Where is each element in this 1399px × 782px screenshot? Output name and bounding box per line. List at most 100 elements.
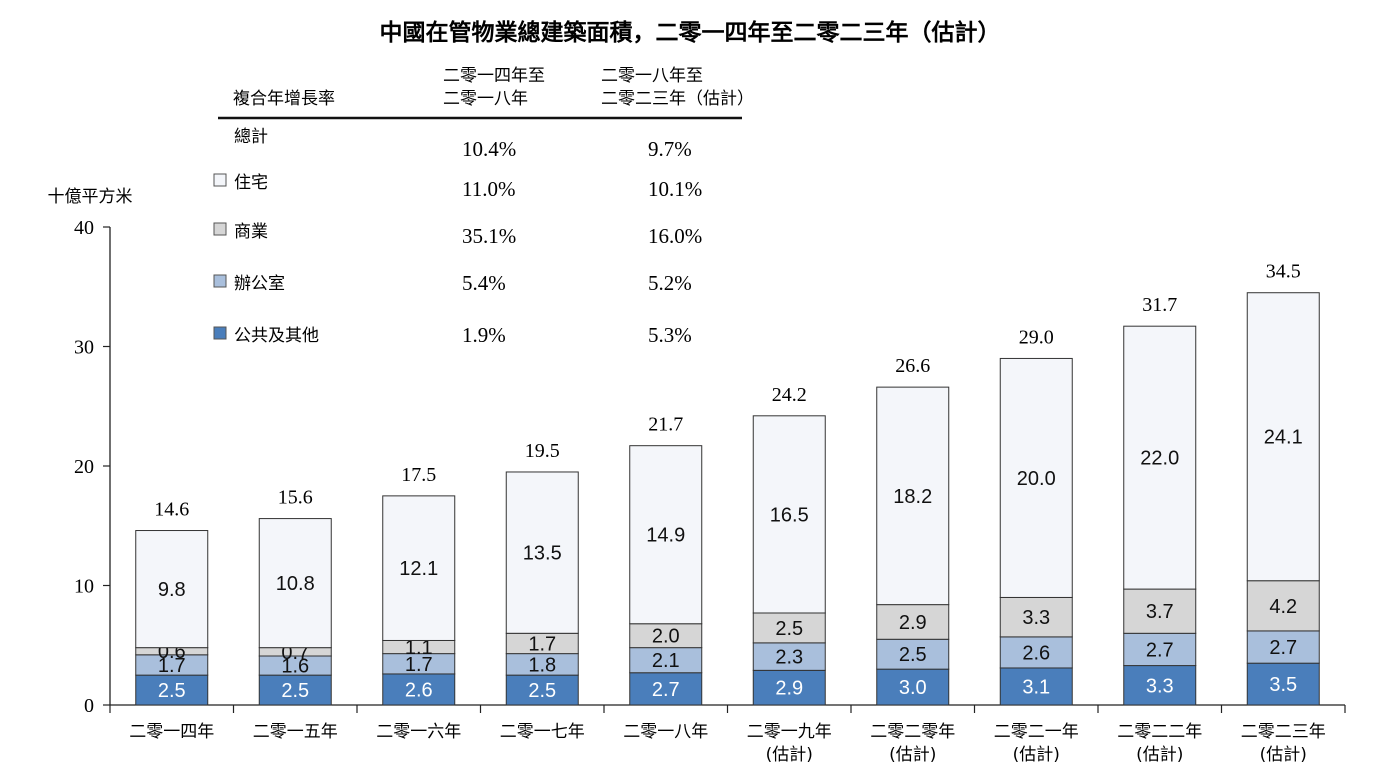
x-tick-label: 二零一五年 bbox=[253, 722, 338, 742]
segment-value-label: 3.7 bbox=[1146, 601, 1174, 623]
y-tick-label: 0 bbox=[84, 695, 94, 717]
bar-segment bbox=[876, 386, 950, 606]
cagr-row-label: 總計 bbox=[234, 127, 268, 147]
bar-segment bbox=[135, 530, 209, 649]
segment-value-label: 2.5 bbox=[528, 680, 556, 702]
chart-title: 中國在管物業總建築面積，二零一四年至二零二三年（估計） bbox=[380, 19, 1001, 46]
axes: 0 10 20 30 40 二零一四年 二零一五年 二零一六年 二零一七年 二零一八年 二零一九年 (… bbox=[74, 217, 1346, 765]
segment-value-label: 2.1 bbox=[652, 650, 680, 672]
cagr-header-label: 複合年增長率 bbox=[233, 89, 335, 109]
bar-segment bbox=[876, 668, 950, 706]
bar-segment bbox=[999, 357, 1073, 598]
segment-value-label: 12.1 bbox=[399, 558, 438, 580]
segment-value-label: 9.8 bbox=[158, 579, 186, 601]
x-tick-label: 二零一六年 bbox=[376, 722, 461, 742]
x-tick-sublabel: (估計) bbox=[1136, 745, 1183, 765]
bar-segment bbox=[505, 674, 579, 706]
segment-value-label: 3.3 bbox=[1022, 607, 1050, 629]
bar-segment bbox=[382, 673, 456, 706]
y-tick-label: 10 bbox=[74, 576, 94, 598]
bar-segment bbox=[258, 518, 332, 649]
cagr-col2-header: 二零一八年至 bbox=[601, 66, 703, 86]
bar-segment bbox=[629, 445, 703, 625]
segment-value-label: 13.5 bbox=[523, 543, 562, 565]
bar-total-label: 34.5 bbox=[1266, 261, 1301, 283]
x-tick-label: 二零二零年 bbox=[870, 722, 955, 742]
y-tick-label: 30 bbox=[74, 337, 94, 359]
cagr-value-2014-2018: 5.4% bbox=[462, 271, 506, 295]
bar-segment bbox=[258, 674, 332, 706]
bar-total-label: 29.0 bbox=[1019, 326, 1054, 348]
y-tick-label: 20 bbox=[74, 456, 94, 478]
bar-total-label: 19.5 bbox=[525, 440, 560, 462]
x-tick-label: 二零一八年 bbox=[623, 722, 708, 742]
legend-swatch bbox=[213, 222, 227, 236]
cagr-value-2014-2018: 35.1% bbox=[462, 224, 516, 248]
segment-value-label: 2.5 bbox=[899, 644, 927, 666]
bar-segment bbox=[1246, 630, 1320, 664]
y-tick-label: 40 bbox=[74, 217, 94, 239]
legend-label: 辦公室 bbox=[234, 274, 285, 294]
bar-segment bbox=[629, 672, 703, 706]
x-tick-sublabel: (估計) bbox=[1013, 745, 1060, 765]
bar-segment bbox=[876, 638, 950, 670]
cagr-col1-header: 二零一八年 bbox=[443, 89, 528, 109]
x-tick-label: 二零一七年 bbox=[500, 722, 585, 742]
legend-label: 住宅 bbox=[234, 173, 268, 193]
legend-label: 商業 bbox=[234, 222, 268, 242]
segment-value-label: 24.1 bbox=[1264, 427, 1303, 449]
bars: 2.51.70.69.814.62.51.60.710.815.62.61.71… bbox=[135, 261, 1320, 706]
segment-value-label: 1.7 bbox=[158, 655, 186, 677]
bar-total-label: 24.2 bbox=[772, 384, 807, 406]
y-axis-label: 十億平方米 bbox=[48, 187, 133, 207]
bar-segment bbox=[752, 642, 826, 671]
bar-segment bbox=[135, 674, 209, 706]
segment-value-label: 2.6 bbox=[1022, 642, 1050, 664]
segment-value-label: 3.1 bbox=[1022, 676, 1050, 698]
cagr-value-2014-2018: 11.0% bbox=[462, 177, 515, 201]
segment-value-label: 18.2 bbox=[893, 486, 932, 508]
cagr-value-2018-2023: 16.0% bbox=[648, 224, 702, 248]
bar-segment bbox=[1246, 580, 1320, 632]
cagr-value-2018-2023: 5.2% bbox=[648, 271, 692, 295]
segment-value-label: 16.5 bbox=[770, 504, 809, 526]
bar-segment bbox=[382, 495, 456, 641]
segment-value-label: 2.5 bbox=[775, 618, 803, 640]
segment-value-label: 2.7 bbox=[1146, 639, 1174, 661]
bar-segment bbox=[752, 669, 826, 706]
segment-value-label: 10.8 bbox=[276, 573, 315, 595]
bar-total-label: 21.7 bbox=[648, 414, 683, 436]
segment-value-label: 14.9 bbox=[646, 525, 685, 547]
bar-total-label: 14.6 bbox=[154, 499, 189, 521]
bar-segment bbox=[629, 647, 703, 674]
segment-value-label: 2.7 bbox=[652, 679, 680, 701]
bar-segment bbox=[1123, 588, 1197, 634]
cagr-value-2014-2018: 10.4% bbox=[462, 137, 516, 161]
bar-total-label: 31.7 bbox=[1142, 294, 1177, 316]
segment-value-label: 2.0 bbox=[652, 626, 680, 648]
bar-segment bbox=[1123, 325, 1197, 590]
cagr-value-2018-2023: 5.3% bbox=[648, 323, 692, 347]
bar-segment bbox=[752, 415, 826, 614]
legend-swatch bbox=[213, 274, 227, 288]
segment-value-label: 2.7 bbox=[1269, 637, 1297, 659]
x-tick-label: 二零一四年 bbox=[129, 722, 214, 742]
cagr-col2-header: 二零二三年（估計） bbox=[601, 89, 754, 109]
cagr-value-2018-2023: 10.1% bbox=[648, 177, 702, 201]
segment-value-label: 1.7 bbox=[528, 633, 556, 655]
x-tick-sublabel: (估計) bbox=[889, 745, 936, 765]
x-tick-label: 二零二一年 bbox=[994, 722, 1079, 742]
cagr-value-2014-2018: 1.9% bbox=[462, 323, 506, 347]
segment-value-label: 1.6 bbox=[281, 656, 309, 678]
x-tick-sublabel: (估計) bbox=[1260, 745, 1307, 765]
cagr-value-2018-2023: 9.7% bbox=[648, 137, 692, 161]
segment-value-label: 1.7 bbox=[405, 654, 433, 676]
cagr-col1-header: 二零一四年至 bbox=[443, 66, 545, 86]
x-tick-sublabel: (估計) bbox=[766, 745, 813, 765]
x-tick-label: 二零二三年 bbox=[1241, 722, 1326, 742]
segment-value-label: 3.3 bbox=[1146, 675, 1174, 697]
segment-value-label: 2.9 bbox=[899, 612, 927, 634]
segment-value-label: 3.5 bbox=[1269, 674, 1297, 696]
